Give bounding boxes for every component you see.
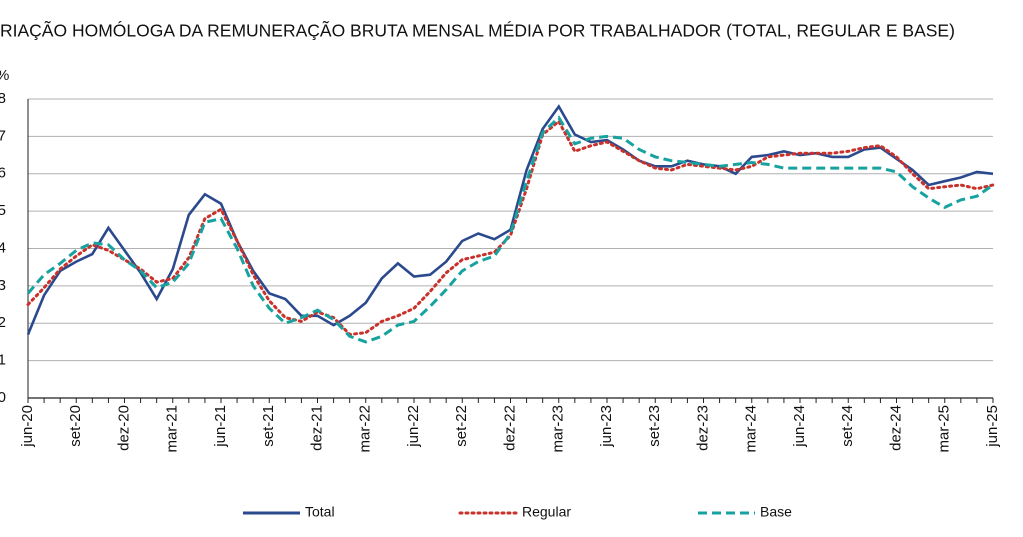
y-tick-label: 5: [0, 202, 6, 219]
y-tick-label: 7: [0, 127, 6, 144]
chart-title: RIAÇÃO HOMÓLOGA DA REMUNERAÇÃO BRUTA MEN…: [0, 20, 955, 41]
y-tick-label: 4: [0, 239, 6, 256]
legend-label: Total: [305, 504, 335, 520]
x-tick-label: jun-20: [19, 405, 36, 448]
y-axis-label: %: [0, 67, 9, 84]
x-tick-label: mar-23: [550, 405, 567, 453]
x-tick-label: dez-22: [501, 405, 518, 451]
x-tick-label: set-23: [646, 405, 663, 447]
y-tick-label: 8: [0, 90, 6, 107]
y-tick-label: 2: [0, 314, 6, 331]
x-tick-label: jun-24: [791, 405, 808, 448]
y-tick-label: 1: [0, 352, 6, 369]
y-tick-label: 0: [0, 389, 6, 406]
y-tick-label: 3: [0, 277, 6, 294]
x-tick-label: jun-23: [598, 405, 615, 448]
x-tick-label: dez-24: [887, 405, 904, 451]
x-tick-label: mar-21: [164, 405, 181, 453]
x-tick-label: jun-22: [405, 405, 422, 448]
x-tick-label: mar-25: [936, 405, 953, 453]
legend-label: Base: [760, 504, 792, 520]
x-tick-label: jun-25: [984, 405, 1001, 448]
legend-label: Regular: [522, 504, 571, 520]
x-tick-label: jun-21: [212, 405, 229, 448]
series-line: [26, 119, 995, 337]
x-tick-label: set-21: [260, 405, 277, 447]
x-tick-label: set-22: [453, 405, 470, 447]
x-tick-label: mar-22: [357, 405, 374, 453]
x-tick-label: mar-24: [743, 405, 760, 453]
x-tick-label: set-24: [839, 405, 856, 447]
x-tick-label: dez-20: [115, 405, 132, 451]
series-line: [26, 115, 994, 344]
x-tick-label: dez-21: [308, 405, 325, 451]
x-tick-label: dez-23: [694, 405, 711, 451]
series-line: [26, 104, 994, 335]
y-tick-label: 6: [0, 165, 6, 182]
x-tick-label: set-20: [67, 405, 84, 447]
